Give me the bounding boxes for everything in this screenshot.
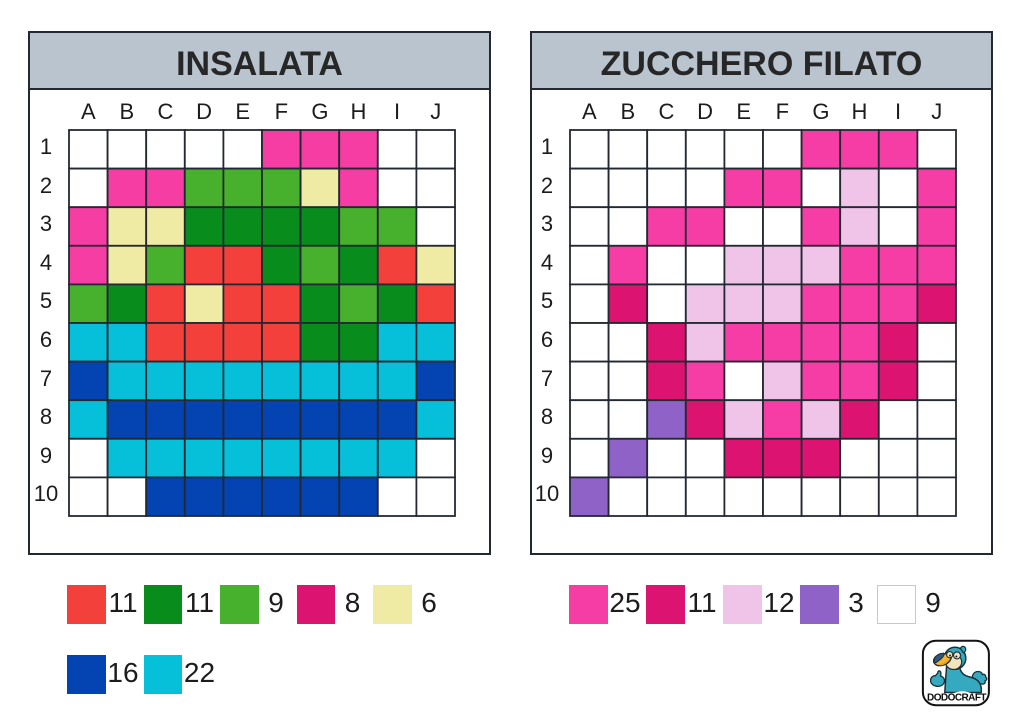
svg-text:DODOCRAFT: DODOCRAFT bbox=[927, 692, 986, 703]
